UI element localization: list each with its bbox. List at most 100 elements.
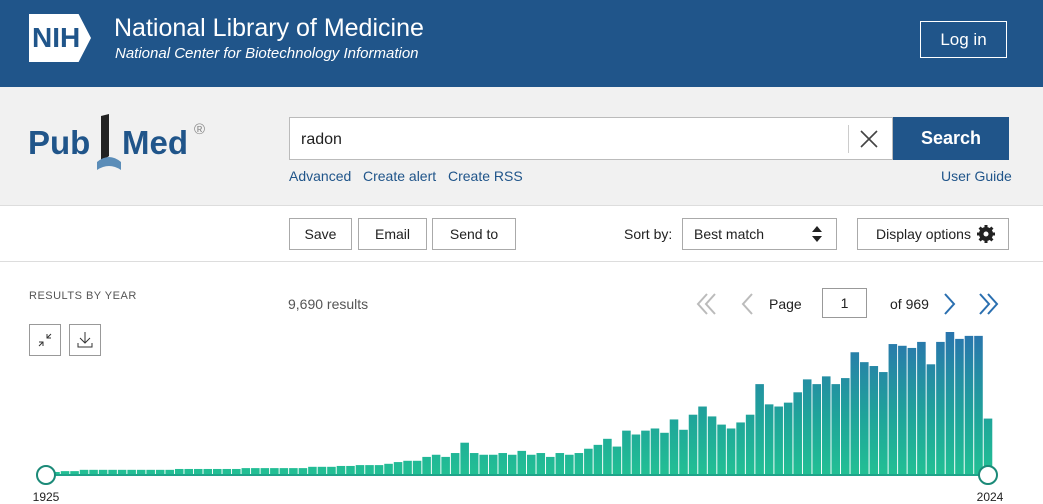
collapse-button[interactable] (29, 324, 61, 356)
bar (726, 428, 736, 475)
bar (850, 352, 860, 475)
bar (70, 471, 79, 475)
bar (412, 460, 422, 475)
bar (574, 453, 584, 475)
bar (698, 406, 707, 475)
bar (783, 402, 793, 475)
pubmed-logo-left: Pub (28, 124, 91, 161)
bar (555, 453, 565, 475)
bar (279, 468, 289, 475)
bar (422, 456, 431, 475)
bar (983, 418, 993, 475)
gear-icon (977, 225, 995, 243)
bar (793, 392, 802, 475)
toolbar (0, 206, 1043, 262)
pubmed-logo-mark: ® (194, 121, 206, 138)
last-page-icon[interactable] (979, 293, 999, 315)
bar (945, 332, 955, 475)
bar (336, 465, 346, 475)
divider (848, 125, 849, 153)
bar (479, 454, 488, 475)
search-button[interactable]: Search (893, 117, 1009, 160)
bar (155, 469, 165, 475)
bar (298, 468, 308, 475)
bar (517, 450, 527, 475)
sort-label: Sort by: (624, 226, 673, 242)
bar (869, 366, 879, 475)
first-page-icon[interactable] (696, 293, 716, 315)
prev-page-icon[interactable] (741, 293, 753, 315)
pubmed-logo-book (97, 114, 121, 170)
bar (679, 429, 688, 475)
bar (955, 338, 964, 475)
bar (774, 406, 783, 475)
bar (717, 424, 726, 475)
next-last-page (944, 293, 999, 315)
bar (898, 345, 907, 475)
bar (393, 462, 403, 475)
bar (650, 428, 660, 475)
send-to-button[interactable]: Send to (432, 218, 516, 250)
clear-icon[interactable] (860, 130, 878, 148)
bar (603, 438, 612, 475)
results-by-year-label: RESULTS BY YEAR (29, 290, 137, 302)
download-icon (77, 332, 93, 348)
bar (546, 456, 555, 475)
bar (79, 469, 89, 475)
page-input[interactable]: 1 (822, 288, 867, 318)
bar (184, 468, 194, 475)
bar (431, 454, 441, 475)
bar (127, 469, 136, 475)
bar (117, 469, 127, 475)
bar (165, 469, 174, 475)
range-start-handle[interactable] (36, 465, 56, 485)
bar (736, 422, 745, 475)
email-button[interactable]: Email (358, 218, 427, 250)
bar (917, 341, 926, 475)
bar (355, 465, 365, 475)
bar (888, 344, 898, 475)
bar (612, 446, 622, 475)
bar (764, 404, 774, 475)
bar (926, 364, 936, 475)
bar (802, 379, 812, 475)
bar (403, 460, 412, 475)
user-guide-link[interactable]: User Guide (941, 168, 1012, 184)
sort-select[interactable]: Best match (682, 218, 837, 250)
pubmed-logo-right: Med (122, 124, 188, 161)
create-alert-link[interactable]: Create alert (363, 168, 437, 184)
advanced-link[interactable]: Advanced (289, 168, 352, 184)
save-button[interactable]: Save (289, 218, 352, 250)
bar (745, 414, 755, 475)
next-page-icon[interactable] (944, 293, 956, 315)
x-start-label: 1925 (33, 490, 60, 504)
bar (631, 434, 641, 475)
bar (879, 372, 888, 475)
download-button[interactable] (69, 324, 101, 356)
bar (688, 414, 698, 475)
collapse-icon (38, 333, 52, 347)
bar (622, 430, 631, 475)
create-rss-link[interactable]: Create RSS (448, 168, 523, 184)
bar (755, 384, 764, 475)
bar (593, 444, 603, 475)
bar (526, 454, 536, 475)
sort-arrows (812, 226, 822, 242)
nih-logo-box (29, 14, 91, 62)
bar (565, 454, 574, 475)
bar (60, 471, 70, 475)
bar (831, 384, 841, 475)
bar (136, 469, 146, 475)
bar (146, 469, 155, 475)
bar (840, 378, 850, 475)
bar (488, 454, 498, 475)
bar (222, 468, 232, 475)
x-end-label: 2024 (977, 490, 1004, 504)
search-input[interactable] (289, 117, 893, 160)
bar (365, 465, 374, 475)
login-button[interactable]: Log in (920, 21, 1007, 58)
bar (536, 453, 546, 475)
bar (260, 468, 270, 475)
range-end-handle[interactable] (978, 465, 998, 485)
bar (374, 465, 384, 475)
